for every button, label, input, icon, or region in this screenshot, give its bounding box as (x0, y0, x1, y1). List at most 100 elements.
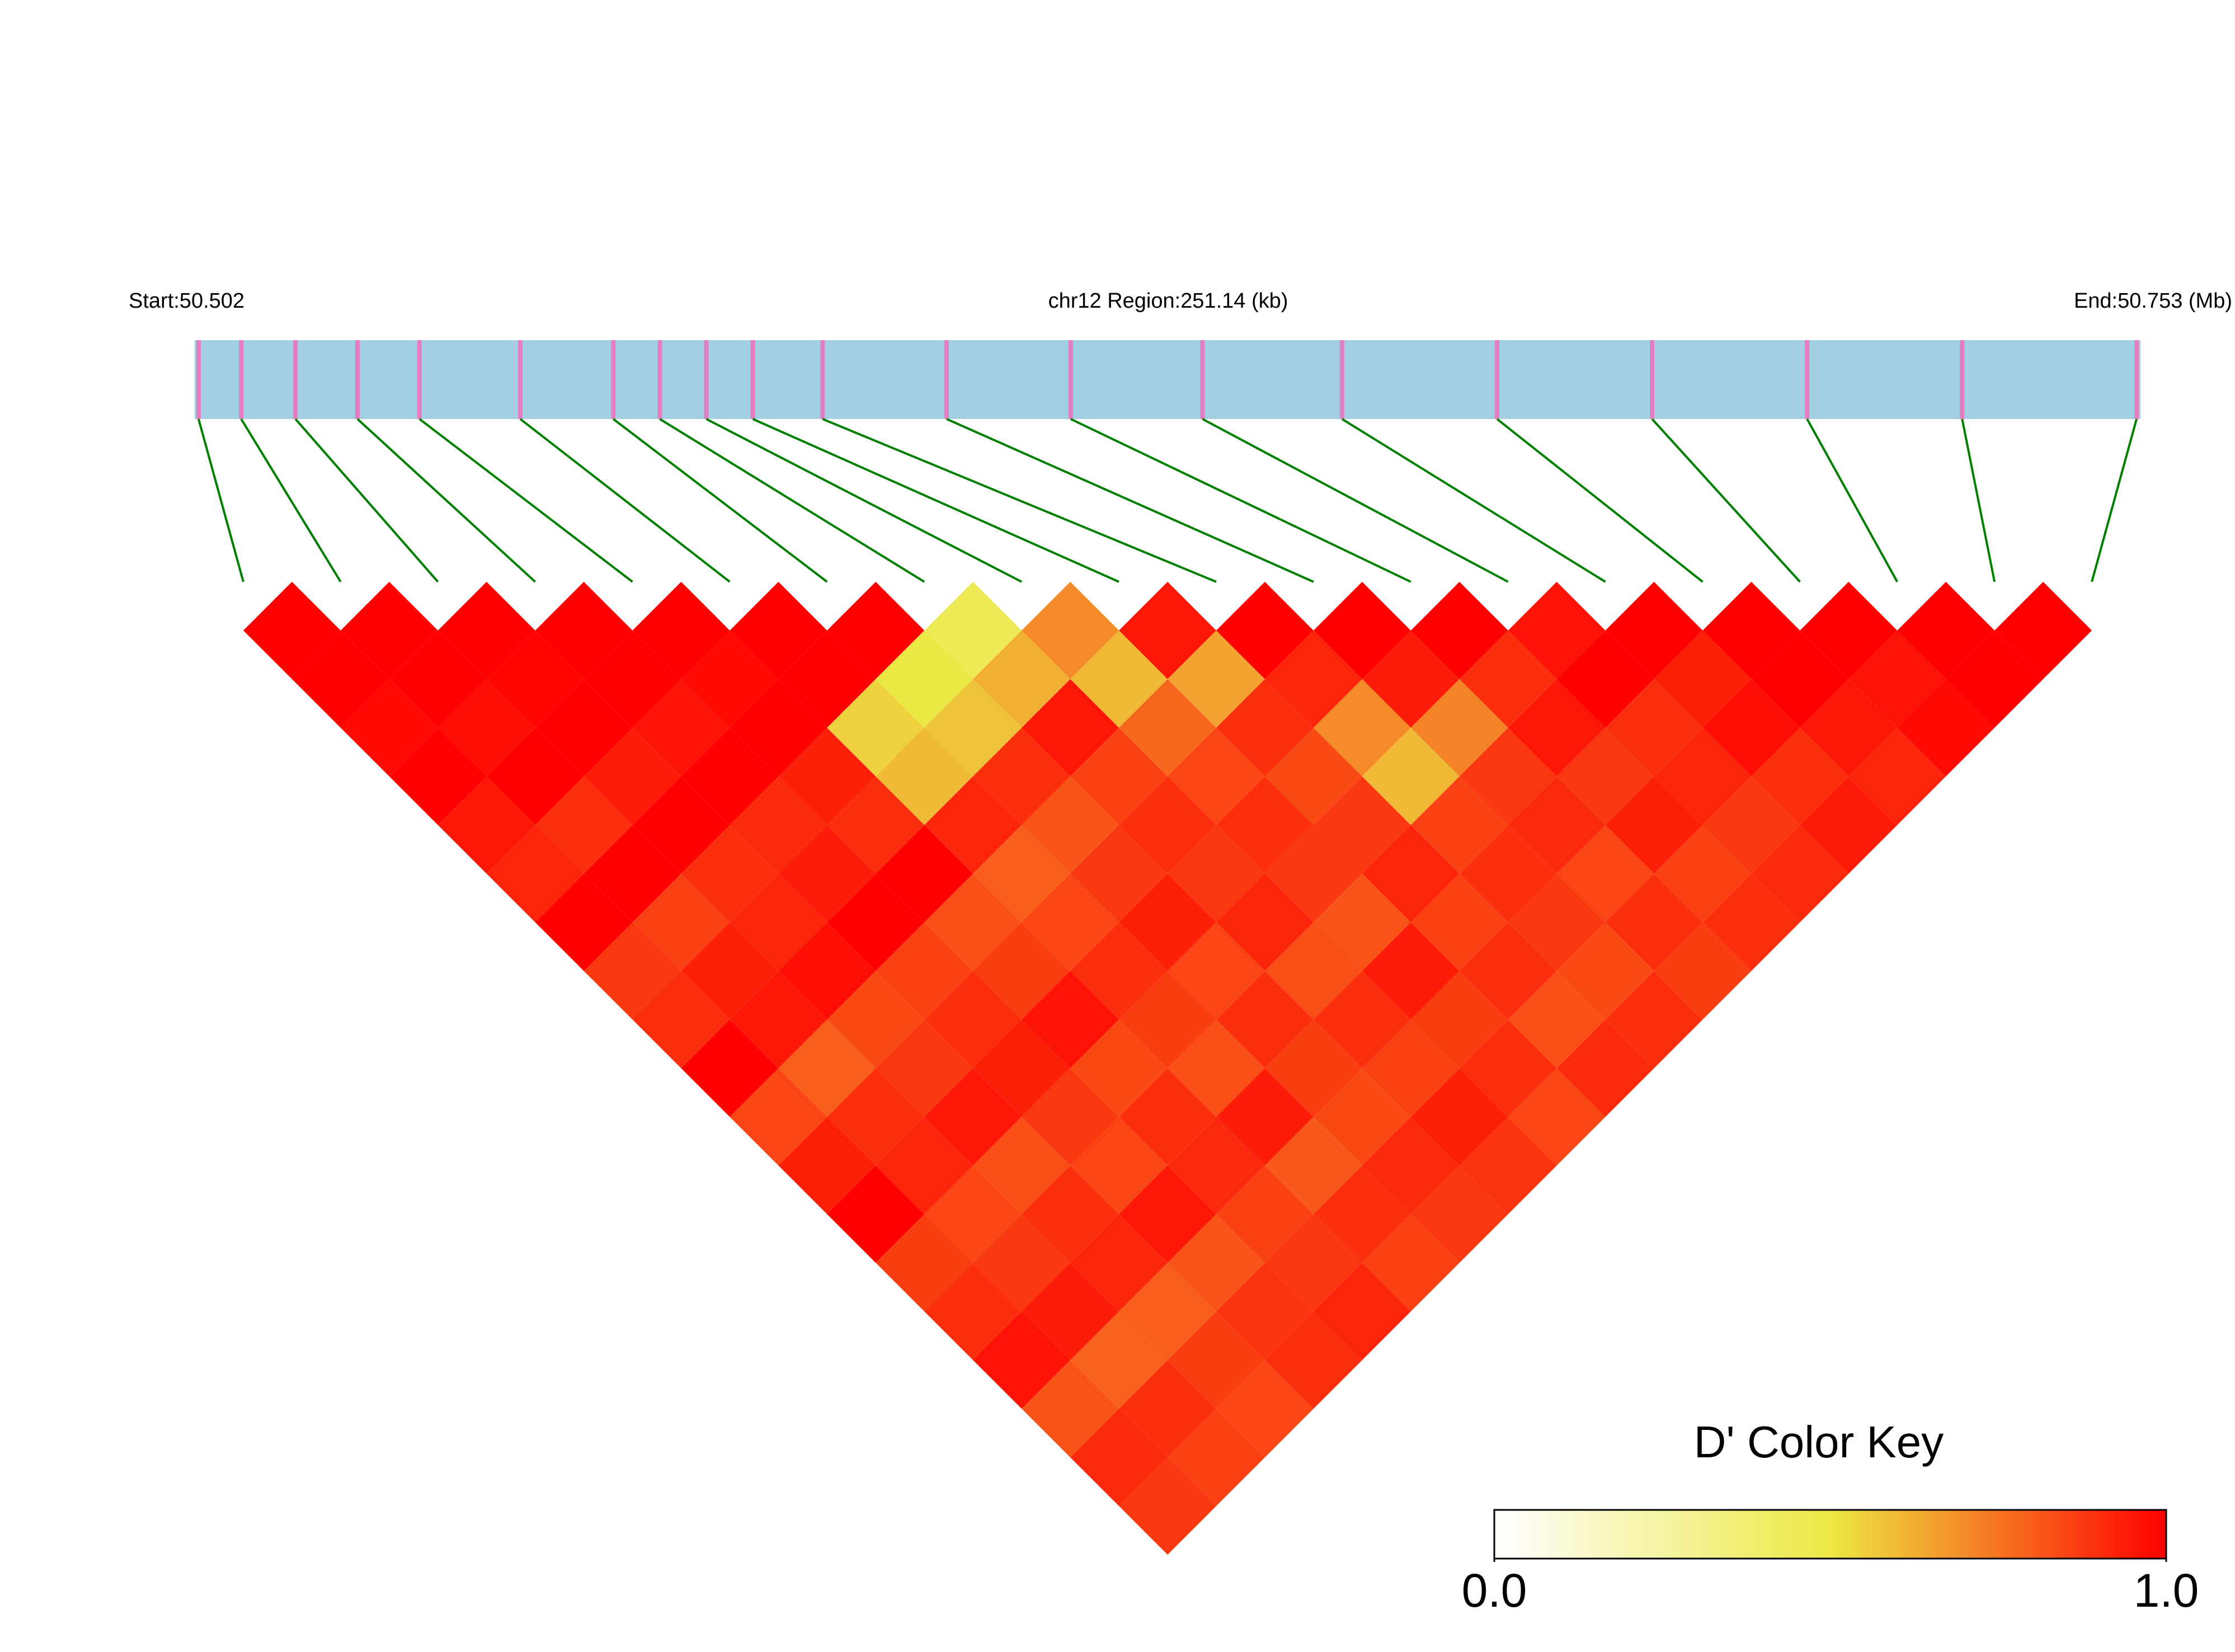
ld-cell (1119, 873, 1216, 971)
ld-cell (1216, 582, 1314, 679)
ld-cell (1605, 971, 1703, 1069)
ld-cell (1168, 1214, 1265, 1312)
ld-cell (1313, 1068, 1411, 1166)
snp-link (705, 418, 1023, 583)
ld-cell (1410, 873, 1508, 971)
colorbar-tick-label: 0.0 (1462, 1564, 1527, 1617)
region-label: chr12 Region:251.14 (kb) (1048, 289, 1288, 313)
ld-cell (535, 679, 633, 776)
ld-cell (1313, 679, 1411, 776)
ld-cell (1605, 873, 1703, 971)
ld-cell (1848, 727, 1946, 825)
ld-cell (1751, 630, 1849, 728)
ld-cell (1800, 582, 1898, 679)
snp-link (2091, 418, 2138, 582)
ld-cell (1313, 971, 1411, 1069)
ld-cell (1168, 922, 1265, 1020)
ld-cell (1362, 922, 1460, 1020)
ld-cell (1800, 776, 1898, 874)
ld-cell (1605, 582, 1703, 679)
ld-cell (973, 1311, 1071, 1409)
ld-cell (340, 679, 438, 776)
ld-cell (1264, 1019, 1362, 1117)
ld-cell (1508, 776, 1606, 874)
ld-cell (778, 1019, 876, 1117)
ld-cell (1605, 679, 1703, 776)
ld-cell (535, 873, 633, 971)
ld-cell (1313, 873, 1411, 971)
ld-cell (1362, 630, 1460, 728)
ld-cell (1556, 1019, 1654, 1117)
ld-cell (876, 1214, 973, 1312)
ld-cell (1654, 922, 1752, 1020)
ld-cell (681, 1019, 779, 1117)
ld-cell (1119, 1263, 1216, 1361)
ld-cell (291, 630, 389, 728)
ld-cell (1119, 582, 1216, 679)
ld-cell (1264, 1311, 1362, 1409)
ld-cell (1022, 582, 1119, 679)
colorbar-title: D' Color Key (1694, 1417, 1944, 1467)
ld-cell (1022, 873, 1119, 971)
ld-cell (1410, 679, 1508, 776)
ld-cell (1702, 873, 1800, 971)
snp-link (1496, 418, 1704, 583)
ld-cell (1508, 873, 1606, 971)
ld-cell (1556, 825, 1654, 923)
ld-cell (778, 1117, 876, 1215)
ld-cell (1022, 1068, 1119, 1166)
ld-cell (1022, 1165, 1119, 1263)
ld-cell (1313, 776, 1411, 874)
ld-cell (924, 776, 1022, 874)
snp-link (294, 418, 439, 583)
ld-cell (437, 679, 535, 776)
ld-cell (632, 582, 730, 679)
ld-cell (1410, 776, 1508, 874)
ld-cell (1264, 1117, 1362, 1215)
ld-cell (924, 971, 1022, 1069)
ld-cell (1605, 776, 1703, 874)
ld-cell (1654, 727, 1752, 825)
ld-cell (1022, 1263, 1119, 1361)
ld-cell (1022, 1360, 1119, 1458)
ld-cell (1410, 971, 1508, 1069)
ld-cell (1313, 1165, 1411, 1263)
ld-cell (827, 582, 925, 679)
ld-cell (1362, 1019, 1460, 1117)
snp-link (1341, 418, 1606, 583)
snp-link (240, 418, 342, 583)
ld-cell (1508, 1068, 1606, 1166)
ld-cell (1459, 1117, 1557, 1215)
ld-cell (778, 825, 876, 923)
ld-cell (924, 582, 1022, 679)
ld-cell (973, 1214, 1071, 1312)
snp-link (418, 418, 633, 583)
snp-link (752, 418, 1119, 583)
ld-cell (681, 630, 779, 728)
ld-cell (1702, 582, 1800, 679)
snp-link (822, 418, 1217, 583)
start-label: Start:50.502 (129, 289, 244, 313)
ld-cell (1119, 1068, 1216, 1166)
ld-cell (1556, 630, 1654, 728)
snp-link (519, 418, 731, 583)
ld-cell (1168, 1117, 1265, 1215)
ld-cell (1654, 630, 1752, 728)
ld-cell (1654, 825, 1752, 923)
ld-cell (1168, 1311, 1265, 1409)
ld-cell (1800, 679, 1898, 776)
snp-link (1961, 418, 1996, 582)
ld-cell (1070, 1311, 1168, 1409)
ld-cell (1168, 1409, 1265, 1507)
ld-cell (681, 727, 779, 825)
ld-cell (924, 873, 1022, 971)
ld-cell (437, 582, 535, 679)
ld-cell (1168, 727, 1265, 825)
ld-cell (1264, 727, 1362, 825)
ld-cell (1508, 679, 1606, 776)
ld-cell (1264, 1214, 1362, 1312)
ld-cell (389, 630, 487, 728)
ld-cell (778, 630, 876, 728)
ld-cell (1410, 1068, 1508, 1166)
snp-link (659, 418, 925, 583)
